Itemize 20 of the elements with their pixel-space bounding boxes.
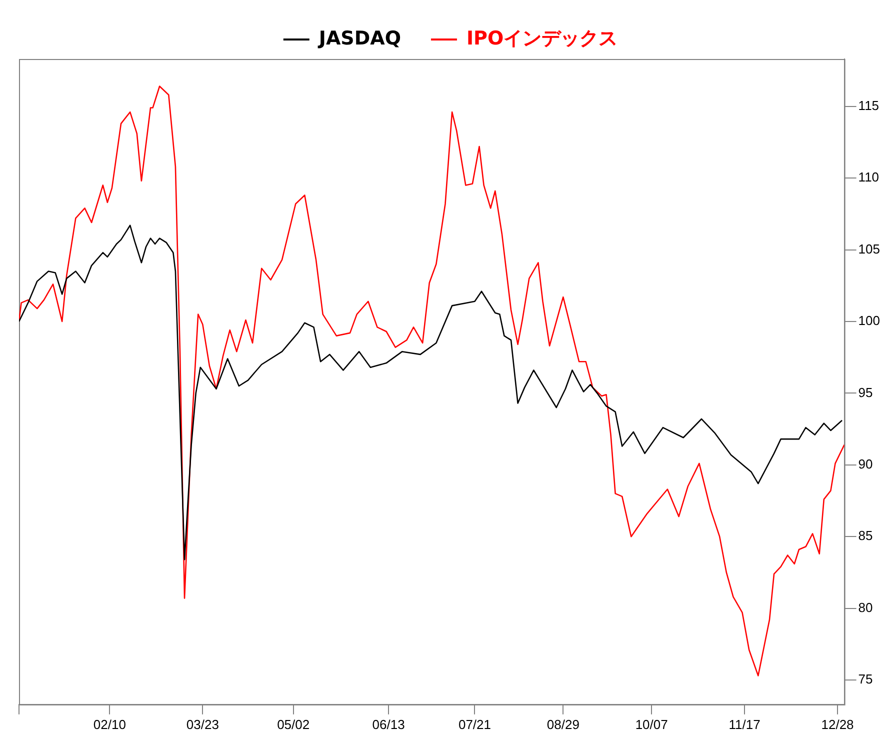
x-tick-label: 06/13 (372, 716, 405, 732)
y-tick-label: 105 (858, 241, 880, 256)
x-tick-label: 05/02 (277, 716, 310, 732)
y-tick-label: 110 (858, 170, 880, 185)
y-tick-label: 90 (858, 456, 873, 472)
x-tick-label: 02/10 (93, 716, 126, 732)
x-tick-label: 10/07 (635, 716, 668, 732)
x-tick-label: 12/28 (821, 716, 854, 732)
x-tick-label: 07/21 (458, 716, 492, 732)
y-tick-label: 85 (858, 528, 873, 544)
y-tick-label: 115 (858, 98, 880, 113)
y-tick-label: 75 (858, 672, 873, 687)
y-tick-label: 100 (858, 313, 880, 328)
legend-label: JASDAQ (316, 27, 401, 50)
y-tick-label: 95 (858, 384, 873, 400)
legend-label: IPOインデックス (466, 27, 618, 50)
x-tick-label: 03/23 (186, 716, 219, 732)
x-tick-label: 11/17 (728, 716, 760, 732)
y-tick-label: 80 (858, 600, 873, 615)
x-tick-label: 08/29 (546, 716, 580, 732)
